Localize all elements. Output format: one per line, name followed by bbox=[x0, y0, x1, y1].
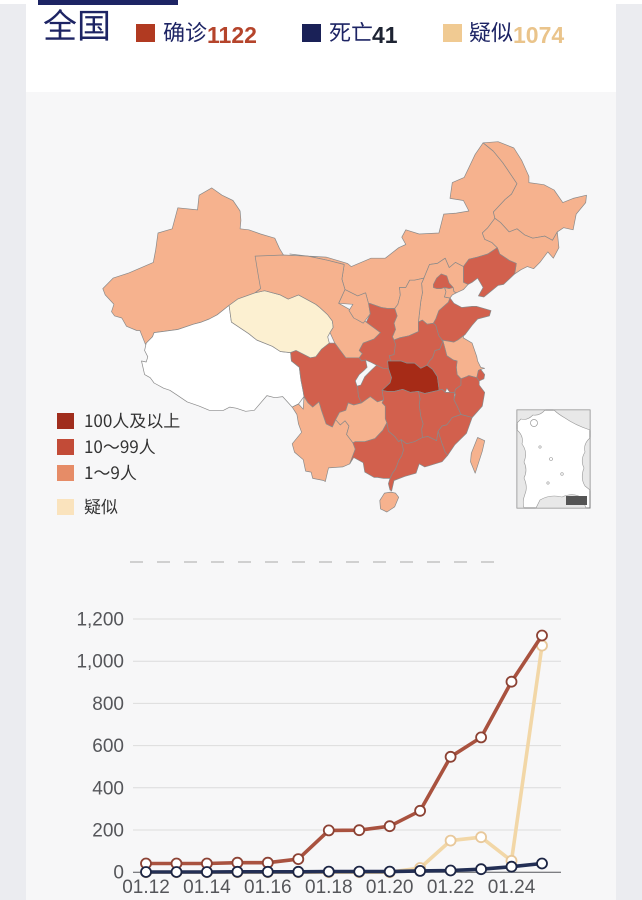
svg-text:01.12: 01.12 bbox=[122, 877, 170, 898]
svg-text:01.16: 01.16 bbox=[244, 877, 292, 898]
svg-text:01.22: 01.22 bbox=[427, 877, 475, 898]
svg-text:01.18: 01.18 bbox=[305, 877, 353, 898]
svg-text:1,200: 1,200 bbox=[76, 610, 124, 631]
svg-text:1,000: 1,000 bbox=[76, 652, 124, 673]
svg-text:0: 0 bbox=[113, 863, 124, 884]
svg-text:01.20: 01.20 bbox=[366, 877, 414, 898]
svg-text:400: 400 bbox=[92, 778, 124, 799]
svg-text:01.24: 01.24 bbox=[488, 877, 536, 898]
svg-text:200: 200 bbox=[92, 821, 124, 842]
svg-text:01.14: 01.14 bbox=[183, 877, 231, 898]
svg-text:800: 800 bbox=[92, 694, 124, 715]
svg-text:600: 600 bbox=[92, 736, 124, 757]
